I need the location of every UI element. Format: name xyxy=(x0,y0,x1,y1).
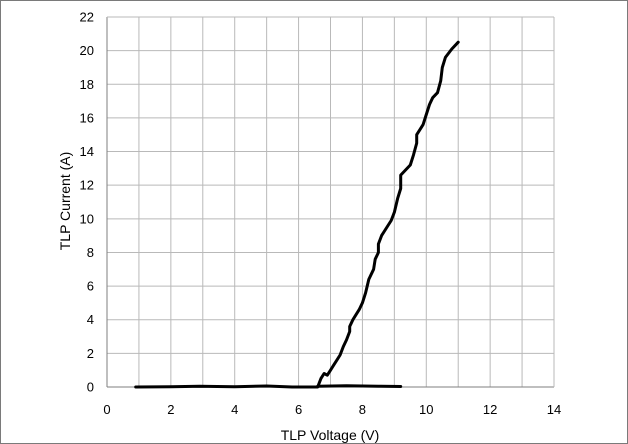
y-tick-label: 10 xyxy=(80,211,94,226)
y-tick-label: 0 xyxy=(87,380,94,395)
y-tick-label: 18 xyxy=(80,77,94,92)
x-axis-title: TLP Voltage (V) xyxy=(281,427,380,443)
y-tick-label: 16 xyxy=(80,110,94,125)
x-tick-label: 2 xyxy=(167,402,174,417)
y-tick-label: 12 xyxy=(80,178,94,193)
x-tick-label: 8 xyxy=(359,402,366,417)
gridlines xyxy=(107,16,554,387)
y-axis-title: TLP Current (A) xyxy=(57,152,73,251)
y-tick-labels: 0 2 4 6 8 10 12 14 16 18 20 22 xyxy=(80,10,94,395)
x-tick-label: 0 xyxy=(103,402,110,417)
x-tick-label: 14 xyxy=(547,402,561,417)
x-tick-label: 10 xyxy=(419,402,433,417)
y-tick-label: 4 xyxy=(87,312,94,327)
series-line-2 xyxy=(316,384,403,388)
series xyxy=(134,40,460,389)
y-tick-label: 6 xyxy=(87,279,94,294)
y-tick-label: 2 xyxy=(87,346,94,361)
y-tick-label: 14 xyxy=(80,144,94,159)
y-tick-label: 20 xyxy=(80,43,94,58)
x-tick-label: 4 xyxy=(231,402,238,417)
x-tick-label: 12 xyxy=(483,402,497,417)
y-tick-label: 8 xyxy=(87,245,94,260)
y-tick-label: 22 xyxy=(80,10,94,25)
x-tick-label: 6 xyxy=(295,402,302,417)
x-tick-labels: 0 2 4 6 8 10 12 14 xyxy=(103,402,561,417)
series-line-1 xyxy=(134,40,460,389)
